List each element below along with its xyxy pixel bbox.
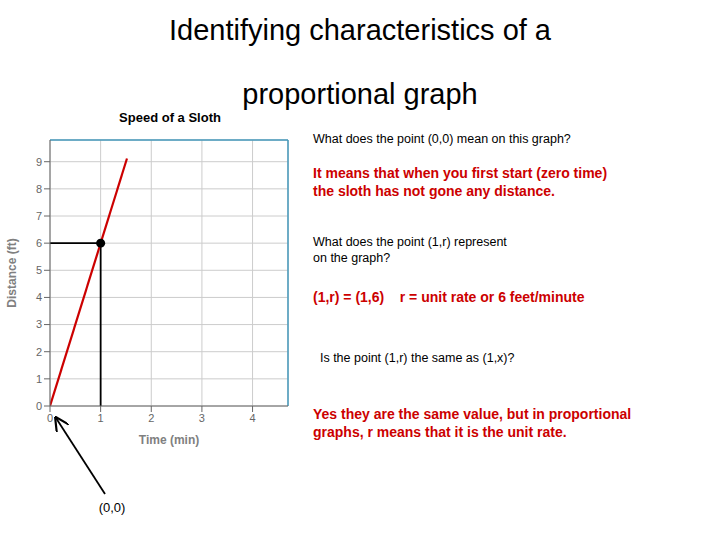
html-text:It means that when you first s: It means that when you first start (zero…: [313, 165, 608, 199]
svg-text:4: 4: [249, 412, 255, 424]
html-text:(1,r) = (1,6) r = unit rate or: (1,r) = (1,6) r = unit rate or 6 feet/mi…: [313, 289, 585, 305]
html-text:(0,0): (0,0): [98, 500, 126, 515]
html-text:proportional graph: proportional graph: [242, 78, 478, 110]
svg-text:5: 5: [36, 264, 42, 276]
svg-text:2: 2: [148, 412, 154, 424]
html-text:Speed of a Sloth: Speed of a Sloth: [119, 110, 221, 125]
svg-text:2: 2: [36, 346, 42, 358]
svg-text:9: 9: [36, 156, 42, 168]
html-text:What does the point (0,0) mean: What does the point (0,0) mean on this g…: [313, 132, 571, 146]
svg-text:8: 8: [36, 183, 42, 195]
svg-text:7: 7: [36, 210, 42, 222]
svg-text:3: 3: [199, 412, 205, 424]
html-text:Is the point (1,r) the same as: Is the point (1,r) the same as (1,x)?: [313, 351, 515, 365]
svg-text:0: 0: [36, 400, 42, 412]
svg-text:1: 1: [98, 412, 104, 424]
svg-text:1: 1: [36, 373, 42, 385]
html-text:Identifying characteristics of: Identifying characteristics of a: [169, 14, 551, 46]
svg-text:6: 6: [36, 237, 42, 249]
svg-text:3: 3: [36, 318, 42, 330]
svg-text:Time (min): Time (min): [139, 433, 199, 447]
svg-text:4: 4: [36, 291, 42, 303]
html-text:What does the point (1,r) repr: What does the point (1,r) represent on t…: [313, 235, 507, 265]
svg-text:Distance (ft): Distance (ft): [8, 238, 19, 307]
html-text:Yes they are the same value, b: Yes they are the same value, but in prop…: [313, 406, 632, 440]
svg-text:0: 0: [47, 412, 53, 424]
